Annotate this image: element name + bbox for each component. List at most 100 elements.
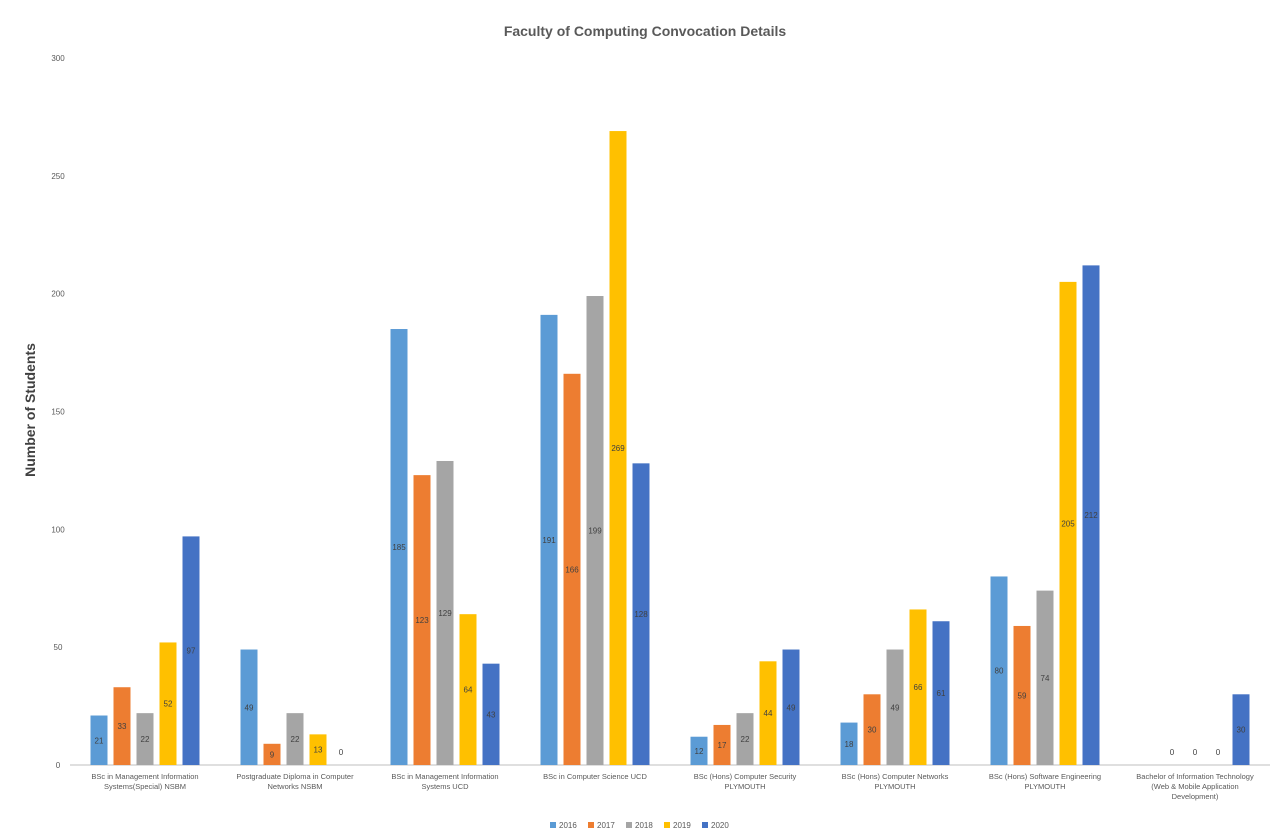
bar-2016 <box>690 736 708 765</box>
y-tick-label: 300 <box>51 54 65 63</box>
x-tick-label: Bachelor of Information Technology (Web &… <box>1136 772 1254 801</box>
data-label: 191 <box>542 536 556 545</box>
data-label: 22 <box>291 735 300 744</box>
data-label: 17 <box>718 741 727 750</box>
data-label: 80 <box>995 667 1004 676</box>
bar-2019 <box>1059 281 1077 765</box>
data-label: 185 <box>392 543 406 552</box>
data-label: 212 <box>1084 511 1098 520</box>
legend-swatch-2018 <box>626 822 632 828</box>
x-tick-label: BSc (Hons) Software Engineering PLYMOUTH <box>989 772 1101 791</box>
y-tick-label: 250 <box>51 172 65 181</box>
data-label: 30 <box>868 726 877 735</box>
data-label: 64 <box>464 686 473 695</box>
data-label: 21 <box>95 736 104 745</box>
legend-label-2016: 2016 <box>559 821 577 830</box>
data-label: 74 <box>1041 674 1050 683</box>
data-label: 52 <box>164 700 173 709</box>
data-label: 129 <box>438 609 452 618</box>
y-tick-label: 50 <box>54 643 63 652</box>
legend-swatch-2017 <box>588 822 594 828</box>
y-tick-label: 100 <box>51 525 65 534</box>
bar-2017 <box>263 743 281 765</box>
data-label: 49 <box>787 703 796 712</box>
bar-2017 <box>863 694 881 765</box>
data-label: 66 <box>914 683 923 692</box>
data-label: 269 <box>611 444 625 453</box>
data-label: 9 <box>270 750 275 759</box>
data-label: 61 <box>937 689 946 698</box>
data-label: 199 <box>588 527 602 536</box>
bar-2020 <box>1232 694 1250 765</box>
data-label: 33 <box>118 722 127 731</box>
bar-2020 <box>632 463 650 765</box>
data-label: 12 <box>695 747 704 756</box>
data-label: 0 <box>1216 748 1221 757</box>
bar-2017 <box>1013 625 1031 765</box>
data-label: 44 <box>764 709 773 718</box>
data-label: 22 <box>141 735 150 744</box>
legend-label-2020: 2020 <box>711 821 729 830</box>
data-label: 97 <box>187 647 196 656</box>
x-tick-label: BSc in Computer Science UCD <box>543 772 647 781</box>
chart-title: Faculty of Computing Convocation Details <box>504 23 787 39</box>
bar-2017 <box>113 687 131 765</box>
data-label: 0 <box>339 748 344 757</box>
legend-label-2019: 2019 <box>673 821 691 830</box>
data-label: 166 <box>565 565 579 574</box>
data-label: 205 <box>1061 519 1075 528</box>
data-label: 49 <box>245 703 254 712</box>
x-tick-label: BSc in Management Information Systems UCD <box>391 772 498 791</box>
data-label: 123 <box>415 616 429 625</box>
legend-swatch-2016 <box>550 822 556 828</box>
data-label: 43 <box>487 710 496 719</box>
x-tick-label: BSc in Management Information Systems(Spe… <box>91 772 198 791</box>
bar-2020 <box>182 536 200 765</box>
bar-2018 <box>436 460 454 765</box>
bar-2020 <box>482 663 500 765</box>
bar-2019 <box>909 609 927 765</box>
legend-swatch-2019 <box>664 822 670 828</box>
data-label: 30 <box>1237 726 1246 735</box>
data-label: 22 <box>741 735 750 744</box>
bar-2018 <box>886 649 904 765</box>
y-tick-label: 200 <box>51 290 65 299</box>
bar-2016 <box>90 715 108 765</box>
bar-2019 <box>459 614 477 765</box>
data-label: 0 <box>1170 748 1175 757</box>
bar-2019 <box>309 734 327 765</box>
bar-2016 <box>540 314 558 765</box>
legend-label-2017: 2017 <box>597 821 615 830</box>
bar-2019 <box>759 661 777 765</box>
bar-2019 <box>609 131 627 766</box>
y-tick-label: 0 <box>56 761 61 770</box>
bar-2020 <box>1082 265 1100 765</box>
bar-2016 <box>840 722 858 765</box>
data-label: 18 <box>845 740 854 749</box>
bar-2019 <box>159 642 177 765</box>
data-label: 49 <box>891 703 900 712</box>
x-tick-label: BSc (Hons) Computer Security PLYMOUTH <box>694 772 797 791</box>
bar-2018 <box>586 296 604 765</box>
bar-2016 <box>390 329 408 765</box>
data-label: 59 <box>1018 691 1027 700</box>
legend: 2016 2017 2018 2019 2020 <box>550 821 729 830</box>
bar-2018 <box>136 713 154 765</box>
legend-swatch-2020 <box>702 822 708 828</box>
bar-2017 <box>713 724 731 765</box>
y-axis-label: Number of Students <box>22 343 38 477</box>
data-label: 128 <box>634 610 648 619</box>
bar-2018 <box>1036 590 1054 765</box>
bar-2017 <box>413 475 431 765</box>
data-label: 0 <box>1193 748 1198 757</box>
data-label: 13 <box>314 746 323 755</box>
y-tick-label: 150 <box>51 408 65 417</box>
bar-2016 <box>990 576 1008 765</box>
bar-2016 <box>240 649 258 765</box>
bar-2018 <box>286 713 304 765</box>
bar-2017 <box>563 373 581 765</box>
x-tick-label: Postgraduate Diploma in Computer Networks… <box>236 772 354 791</box>
